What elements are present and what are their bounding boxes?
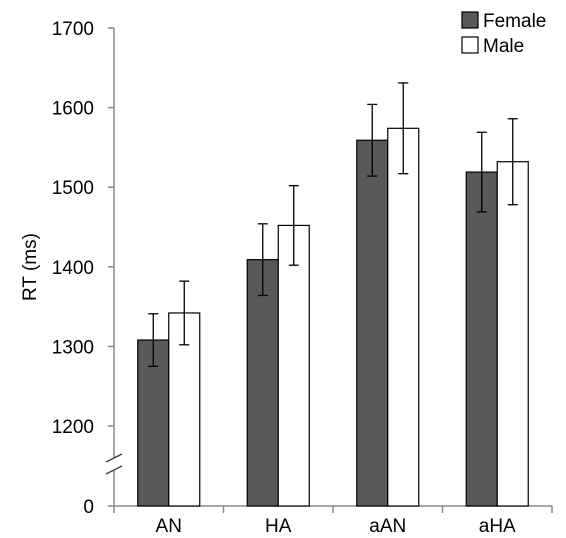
bar-female-AN bbox=[137, 339, 170, 507]
legend-swatch-female bbox=[461, 11, 479, 29]
error-bar bbox=[148, 313, 159, 367]
error-bar bbox=[398, 82, 409, 175]
x-tick-label: AN bbox=[156, 516, 182, 537]
legend-label-male: Male bbox=[483, 36, 524, 57]
error-bar bbox=[367, 103, 378, 177]
bar-male-aAN bbox=[387, 127, 420, 507]
y-ticks: 0 1200 1300 1400 1500 1600 1700 bbox=[52, 19, 114, 518]
error-bar bbox=[257, 223, 268, 297]
error-bar bbox=[476, 131, 487, 213]
y-tick-label: 1200 bbox=[52, 417, 94, 438]
y-tick-label: 1500 bbox=[52, 178, 94, 199]
y-tick-label: 1400 bbox=[52, 258, 94, 279]
legend: Female Male bbox=[461, 11, 546, 57]
bars bbox=[137, 127, 529, 507]
error-bar bbox=[288, 184, 299, 266]
bar-female-HA bbox=[246, 259, 279, 507]
x-tick-label: aAN bbox=[369, 516, 406, 537]
error-bar bbox=[179, 280, 190, 346]
legend-label-female: Female bbox=[483, 11, 546, 32]
x-tick-label: HA bbox=[265, 516, 292, 537]
y-tick-label: 1700 bbox=[52, 19, 94, 40]
legend-swatch-male bbox=[461, 36, 479, 54]
y-tick-label: 1300 bbox=[52, 337, 94, 358]
y-tick-label: 0 bbox=[83, 497, 94, 518]
axis-break-slash bbox=[105, 465, 123, 475]
error-bars bbox=[148, 82, 518, 367]
axis-break-slash bbox=[105, 453, 123, 463]
bar-female-aAN bbox=[356, 139, 389, 507]
axis-break-marker bbox=[105, 453, 123, 475]
x-ticks: AN HA aAN aHA bbox=[113, 506, 553, 537]
x-tick-label: aHA bbox=[479, 516, 516, 537]
y-tick-label: 1600 bbox=[52, 99, 94, 120]
y-axis-title: RT (ms) bbox=[20, 233, 41, 301]
error-bar bbox=[507, 118, 518, 206]
bar-male-HA bbox=[277, 224, 310, 507]
bar-male-AN bbox=[168, 312, 201, 507]
bar-male-aHA bbox=[496, 161, 529, 507]
bar-female-aHA bbox=[465, 171, 498, 507]
